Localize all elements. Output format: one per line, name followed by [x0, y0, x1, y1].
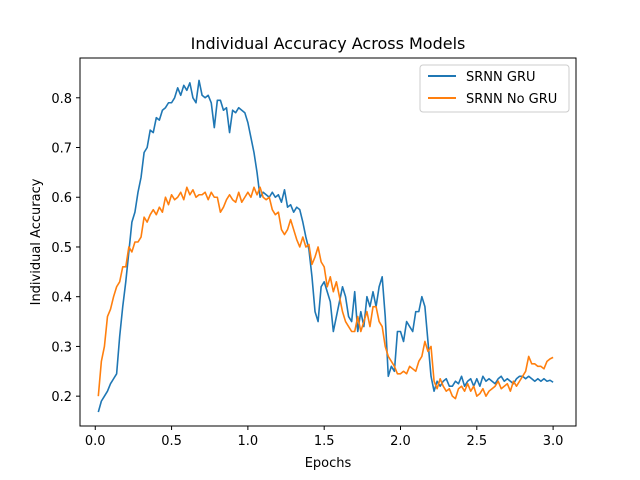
y-tick-label: 0.4: [51, 291, 72, 306]
x-tick-label: 0.5: [161, 434, 182, 449]
x-axis-ticks: 0.0 0.5 1.0 1.5 2.0 2.5 3.0: [85, 426, 564, 449]
plot-frame: [79, 57, 577, 427]
y-tick-label: 0.3: [51, 340, 72, 355]
x-tick-label: 2.5: [466, 434, 487, 449]
chart-title: Individual Accuracy Across Models: [191, 34, 466, 53]
y-axis-label: Individual Accuracy: [29, 178, 44, 305]
x-axis-label: Epochs: [305, 456, 352, 471]
legend-label-srnn-no-gru: SRNN No GRU: [466, 92, 557, 107]
legend-label-srnn-gru: SRNN GRU: [466, 70, 536, 85]
y-tick-label: 0.7: [51, 142, 72, 157]
y-tick-label: 0.5: [51, 241, 72, 256]
series-line-srnn-gru: [97, 79, 554, 413]
y-tick-label: 0.2: [51, 390, 72, 405]
y-axis-ticks: 0.2 0.3 0.4 0.5 0.6 0.7 0.8: [51, 92, 80, 405]
legend: SRNN GRU SRNN No GRU: [419, 64, 570, 113]
y-tick-label: 0.6: [51, 191, 72, 206]
x-tick-label: 2.0: [390, 434, 411, 449]
x-tick-label: 0.0: [85, 434, 106, 449]
plot-lines: [97, 79, 554, 413]
x-tick-label: 1.0: [238, 434, 259, 449]
x-tick-label: 1.5: [314, 434, 335, 449]
series-line-srnn-no-gru: [97, 186, 554, 400]
y-tick-label: 0.8: [51, 92, 72, 107]
x-tick-label: 3.0: [543, 434, 564, 449]
legend-box: [419, 64, 570, 113]
